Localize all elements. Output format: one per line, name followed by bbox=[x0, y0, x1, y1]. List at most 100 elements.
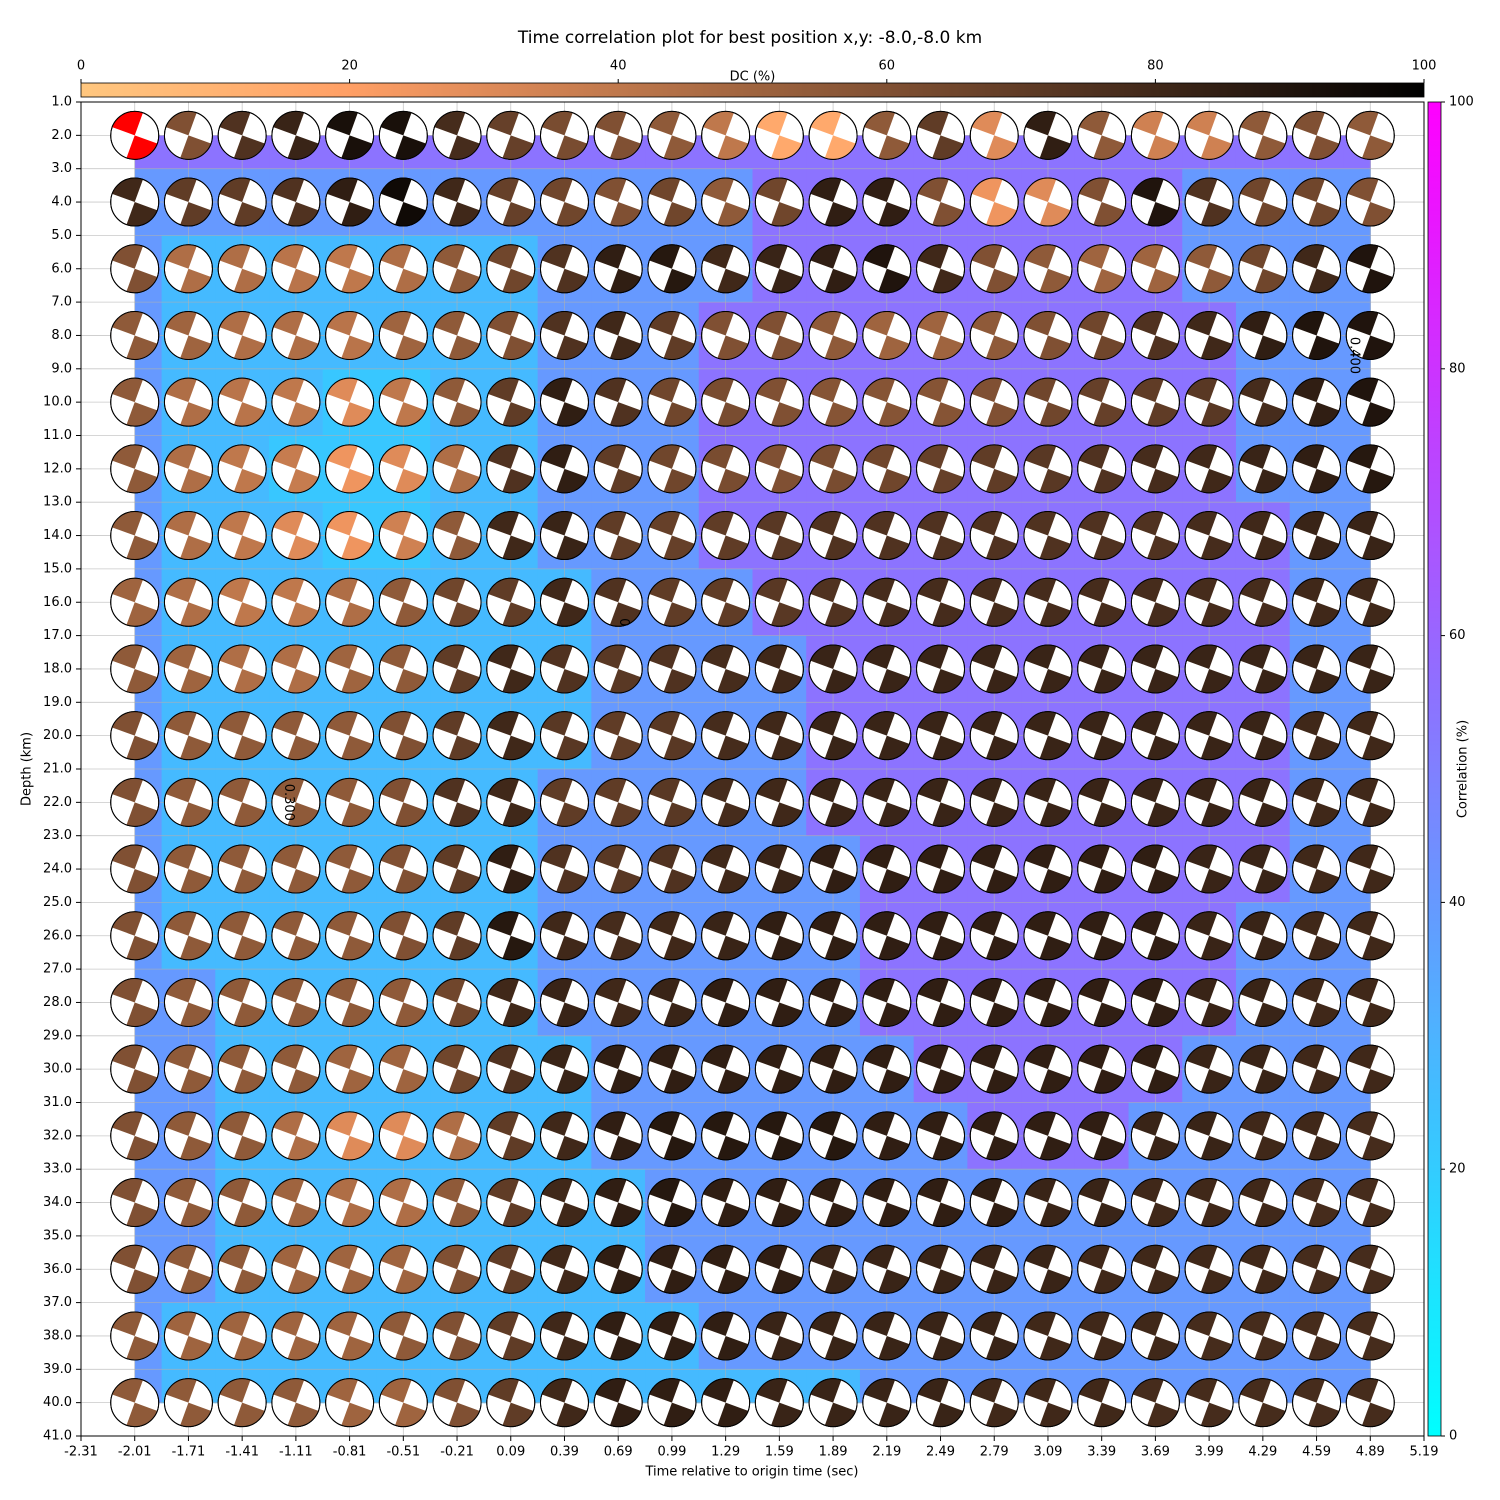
beachball-quadrant bbox=[756, 311, 788, 336]
beachball-quadrant bbox=[917, 911, 949, 936]
beachball-quadrant bbox=[395, 1069, 426, 1094]
beachball bbox=[486, 310, 536, 360]
beachball-outline bbox=[271, 511, 321, 561]
beachball bbox=[808, 644, 858, 694]
beachball-quadrant bbox=[1079, 444, 1110, 469]
beachball-quadrant bbox=[1093, 802, 1125, 827]
beachball-quadrant bbox=[126, 935, 158, 960]
beachball-quadrant bbox=[165, 178, 197, 203]
beachball-quadrant bbox=[756, 778, 788, 803]
beachball bbox=[647, 1378, 697, 1428]
beachball-quadrant bbox=[541, 1311, 573, 1336]
beachball bbox=[217, 911, 267, 961]
y-tick-label: 37.0 bbox=[43, 1295, 72, 1310]
beachball-quadrant bbox=[663, 735, 695, 760]
beachball-outline bbox=[110, 110, 160, 160]
beachball-quadrant bbox=[341, 602, 373, 627]
beachball-quadrant bbox=[1308, 1269, 1340, 1294]
beachball-quadrant bbox=[878, 135, 910, 160]
beachball bbox=[862, 444, 912, 494]
beachball bbox=[1238, 244, 1288, 294]
beachball-outline bbox=[163, 977, 213, 1027]
beachball-quadrant bbox=[1308, 402, 1340, 427]
beachball-quadrant bbox=[810, 1245, 842, 1270]
beachball bbox=[217, 711, 267, 761]
beachball-quadrant bbox=[180, 869, 211, 894]
beachball-quadrant bbox=[756, 244, 788, 269]
beachball-quadrant bbox=[810, 511, 842, 536]
beachball-quadrant bbox=[1147, 468, 1178, 493]
x-tick-label: 4.29 bbox=[1248, 1445, 1277, 1460]
beachball-quadrant bbox=[434, 111, 466, 136]
beachball-quadrant bbox=[502, 1069, 534, 1094]
beachball bbox=[1238, 1311, 1288, 1361]
beachball-quadrant bbox=[1200, 735, 1232, 760]
beachball bbox=[1292, 711, 1342, 761]
beachball bbox=[217, 244, 267, 294]
beachball bbox=[969, 977, 1019, 1027]
beachball-outline bbox=[1130, 1178, 1180, 1228]
beachball-quadrant bbox=[986, 335, 1017, 360]
beachball-outline bbox=[432, 711, 482, 761]
beachball-quadrant bbox=[917, 244, 949, 269]
beachball bbox=[647, 1244, 697, 1294]
beachball-quadrant bbox=[771, 668, 802, 693]
beachball-quadrant bbox=[1294, 1111, 1325, 1136]
beachball-quadrant bbox=[1039, 668, 1071, 693]
beachball-quadrant bbox=[502, 668, 534, 693]
beachball-quadrant bbox=[287, 402, 319, 427]
beachball-quadrant bbox=[395, 1002, 426, 1027]
beachball-quadrant bbox=[1039, 1269, 1071, 1294]
beachball bbox=[271, 1311, 321, 1361]
beachball-outline bbox=[1345, 911, 1395, 961]
beachball bbox=[539, 577, 589, 627]
beachball-quadrant bbox=[756, 1111, 788, 1136]
beachball-quadrant bbox=[165, 778, 197, 803]
correlation-colorbar-tick-label: 20 bbox=[1449, 1162, 1466, 1177]
beachball-quadrant bbox=[327, 978, 358, 1003]
beachball-outline bbox=[862, 110, 912, 160]
beachball-quadrant bbox=[971, 644, 1003, 669]
beachball-quadrant bbox=[1025, 644, 1057, 669]
beachball-quadrant bbox=[380, 111, 412, 136]
beachball-quadrant bbox=[917, 1111, 949, 1136]
beachball-outline bbox=[969, 177, 1019, 227]
beachball bbox=[432, 577, 482, 627]
beachball bbox=[916, 1311, 966, 1361]
beachball-outline bbox=[486, 844, 536, 894]
beachball-outline bbox=[1184, 1378, 1234, 1428]
beachball bbox=[916, 110, 966, 160]
beachball-quadrant bbox=[810, 178, 842, 203]
beachball-quadrant bbox=[1308, 468, 1340, 493]
beachball bbox=[1077, 1378, 1127, 1428]
beachball-quadrant bbox=[810, 311, 842, 336]
beachball bbox=[539, 1178, 589, 1228]
beachball bbox=[754, 1044, 804, 1094]
beachball-quadrant bbox=[971, 378, 1003, 403]
beachball bbox=[754, 310, 804, 360]
beachball bbox=[916, 577, 966, 627]
beachball bbox=[969, 1111, 1019, 1161]
dc-colorbar-tick-label: 0 bbox=[77, 59, 85, 74]
beachball-outline bbox=[163, 1378, 213, 1428]
beachball-quadrant bbox=[986, 1335, 1017, 1360]
beachball bbox=[1238, 377, 1288, 427]
beachball-quadrant bbox=[703, 644, 734, 669]
beachball bbox=[593, 1044, 643, 1094]
beachball-outline bbox=[1184, 1244, 1234, 1294]
beachball-outline bbox=[1238, 1311, 1288, 1361]
beachball-outline bbox=[1184, 177, 1234, 227]
beachball-quadrant bbox=[556, 869, 588, 894]
beachball bbox=[110, 444, 160, 494]
beachball bbox=[486, 177, 536, 227]
beachball-quadrant bbox=[327, 244, 358, 269]
beachball-outline bbox=[110, 310, 160, 360]
beachball bbox=[539, 310, 589, 360]
beachball-quadrant bbox=[971, 711, 1003, 736]
beachball-outline bbox=[1238, 444, 1288, 494]
beachball-quadrant bbox=[488, 1178, 519, 1203]
beachball bbox=[862, 244, 912, 294]
beachball-outline bbox=[1292, 511, 1342, 561]
beachball-quadrant bbox=[878, 602, 910, 627]
beachball-quadrant bbox=[756, 1311, 788, 1336]
